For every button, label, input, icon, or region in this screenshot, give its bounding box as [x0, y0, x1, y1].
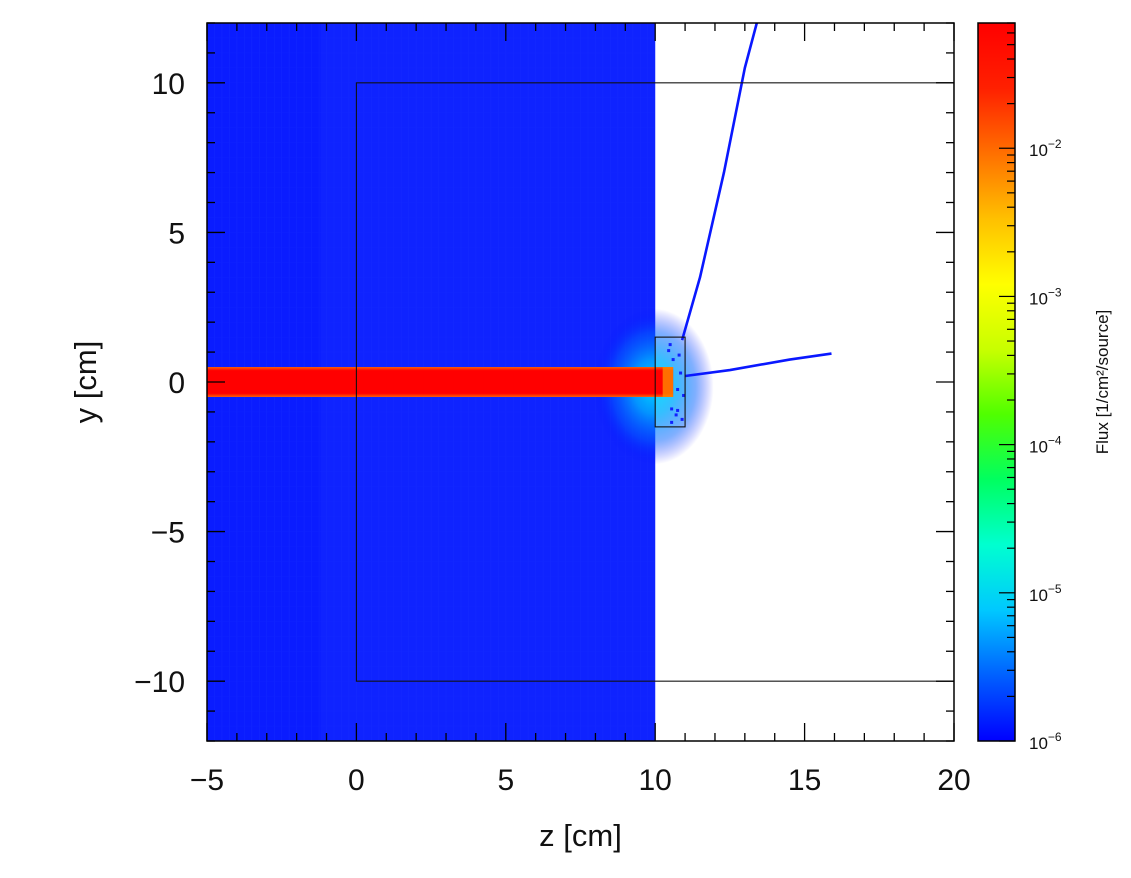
x-tick-label: 20 [937, 764, 970, 797]
scatter-pixels [667, 343, 686, 424]
x-tick-label: 10 [639, 764, 672, 797]
x-tick-label: 15 [788, 764, 821, 797]
x-tick-label: 0 [348, 764, 365, 797]
y-tick-label: −10 [134, 666, 185, 699]
x-tick-label: −5 [190, 764, 224, 797]
y-tick-label: 0 [168, 367, 185, 400]
y-tick-label: −5 [151, 517, 185, 550]
colorbar-tick-label: 10−4 [1029, 434, 1062, 457]
beam-region [207, 367, 674, 397]
y-tick-label: 5 [168, 217, 185, 250]
axis-ticks: −5 0 5 10 15 20 −10 −5 0 5 10 [134, 22, 971, 797]
colorbar-ticks: 10−6 10−5 10−4 10−3 10−2 [999, 22, 1062, 753]
colorbar [977, 22, 1016, 742]
target-box [654, 336, 686, 428]
colorbar-tick-label: 10−2 [1029, 137, 1062, 160]
plot-area [207, 23, 954, 741]
y-tick-label: 10 [152, 68, 185, 101]
track-upper [680, 23, 759, 341]
x-tick-label: 5 [497, 764, 514, 797]
x-axis-title: z [cm] [539, 818, 622, 853]
beam-tip [662, 367, 674, 397]
colorbar-tick-label: 10−6 [1029, 730, 1062, 753]
y-axis-title: y [cm] [68, 341, 103, 424]
colorbar-tick-label: 10−5 [1029, 582, 1062, 605]
colorbar-title: Flux [1/cm²/source] [1093, 310, 1112, 455]
track-lower [684, 352, 832, 378]
colorbar-tick-label: 10−3 [1029, 285, 1062, 308]
